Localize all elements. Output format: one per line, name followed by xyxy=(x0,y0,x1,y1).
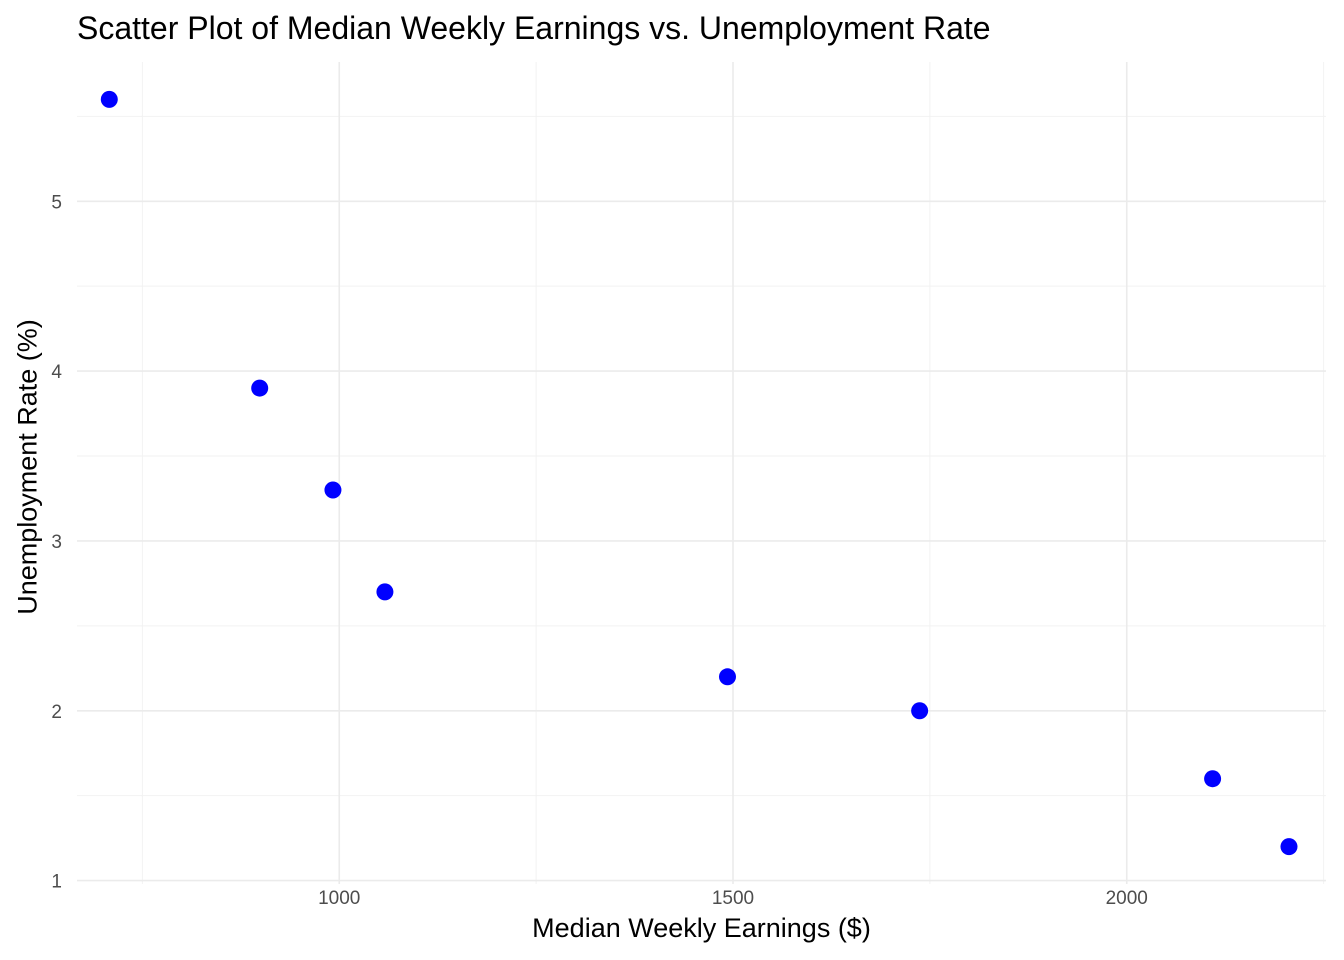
data-point xyxy=(251,379,269,397)
x-axis-ticks: 1000 1500 2000 xyxy=(318,888,1148,909)
y-tick-label: 1 xyxy=(51,872,62,893)
data-points xyxy=(100,90,1298,856)
data-point xyxy=(100,90,118,108)
major-gridlines xyxy=(77,62,1326,884)
x-tick-label: 2000 xyxy=(1106,888,1148,909)
y-tick-label: 5 xyxy=(51,192,62,213)
data-point xyxy=(1204,770,1222,788)
minor-gridlines xyxy=(77,62,1326,884)
data-point xyxy=(324,481,342,499)
y-tick-label: 2 xyxy=(51,702,62,723)
chart-title: Scatter Plot of Median Weekly Earnings v… xyxy=(77,10,991,46)
x-tick-label: 1500 xyxy=(712,888,754,909)
data-point xyxy=(718,668,736,686)
y-axis-ticks: 1 2 3 4 5 xyxy=(51,192,62,892)
data-point xyxy=(911,702,929,720)
data-point xyxy=(1280,838,1298,856)
y-axis-label: Unemployment Rate (%) xyxy=(12,319,43,615)
x-tick-label: 1000 xyxy=(318,888,360,909)
data-point xyxy=(376,583,394,601)
y-tick-label: 3 xyxy=(51,532,62,553)
x-axis-label: Median Weekly Earnings ($) xyxy=(532,913,871,943)
y-tick-label: 4 xyxy=(51,362,62,383)
